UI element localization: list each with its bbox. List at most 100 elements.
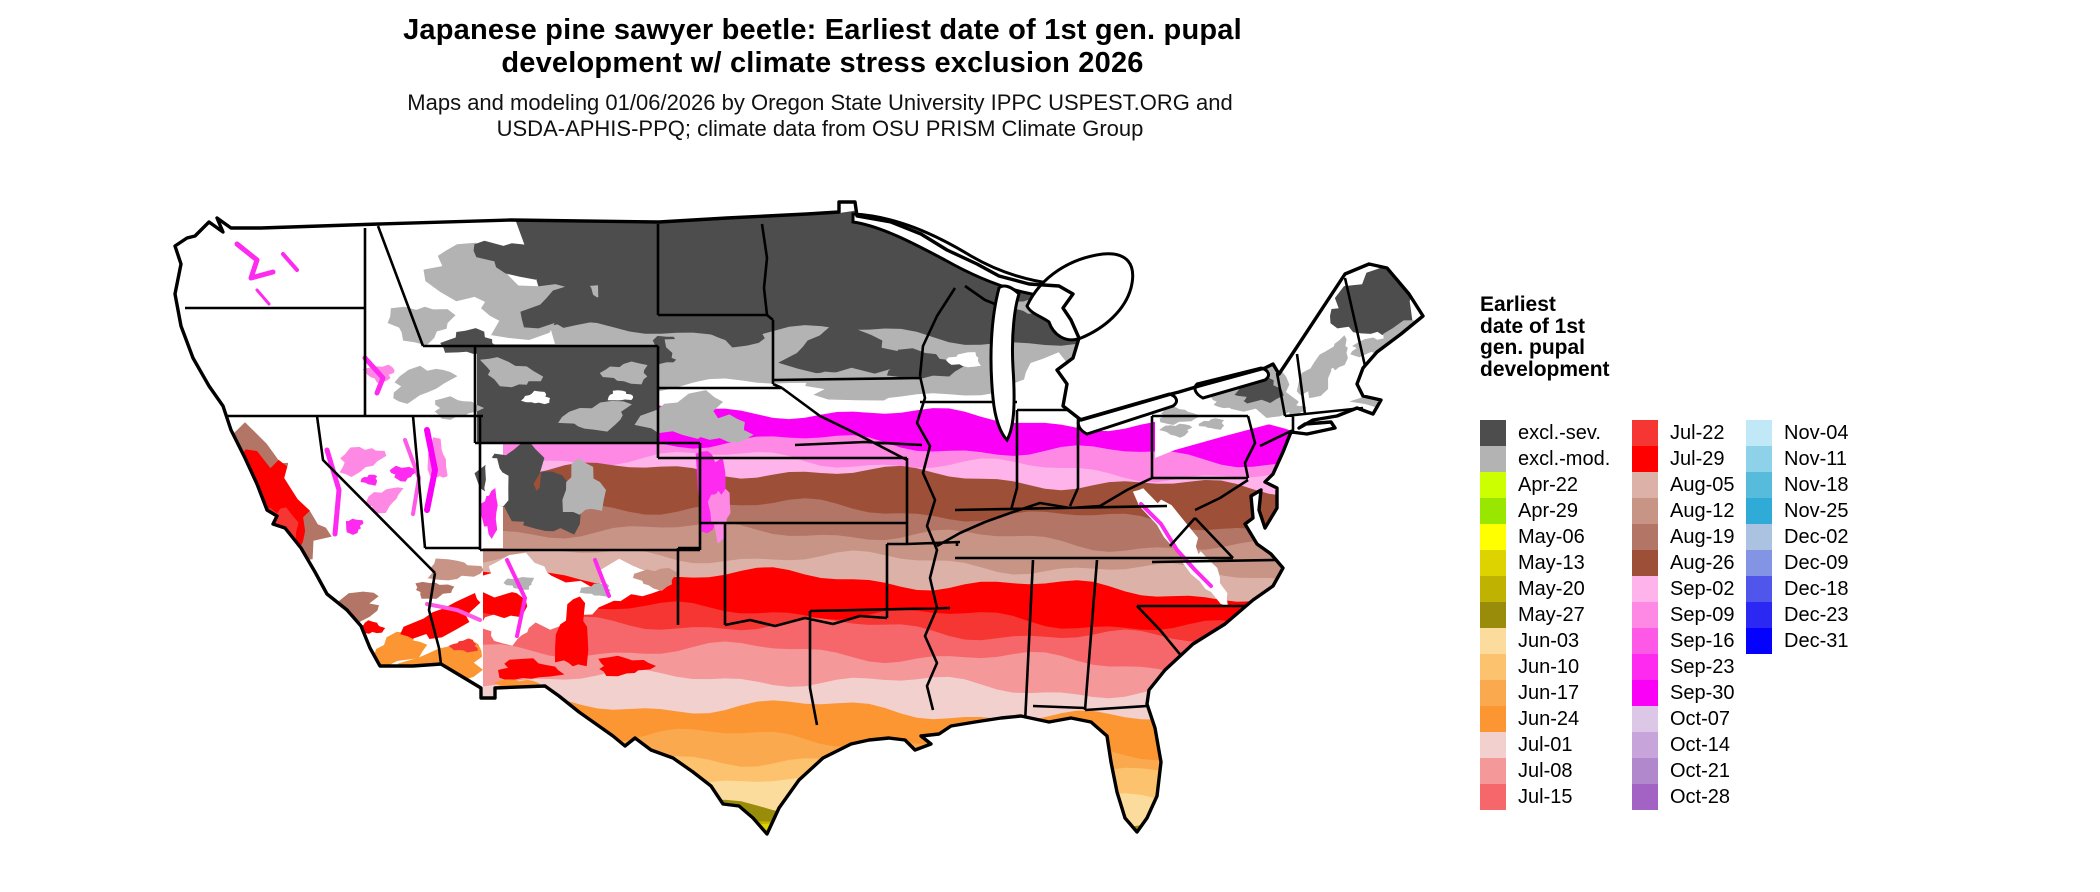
legend-swatch	[1480, 498, 1506, 524]
legend-swatch	[1480, 550, 1506, 576]
legend-label: excl.-mod.	[1518, 448, 1611, 470]
legend-label: Dec-23	[1784, 604, 1849, 626]
legend-swatch	[1632, 758, 1658, 784]
legend-label: Apr-22	[1518, 474, 1579, 496]
legend-label: excl.-sev.	[1518, 422, 1601, 444]
legend-label: Sep-02	[1670, 578, 1735, 600]
legend-label: Dec-18	[1784, 578, 1849, 600]
legend-swatch	[1480, 524, 1506, 550]
great-lake	[989, 284, 1021, 443]
legend-swatch	[1480, 680, 1506, 706]
title-line-1: Japanese pine sawyer beetle: Earliest da…	[403, 14, 1242, 46]
page-subtitle: Maps and modeling 01/06/2026 by Oregon S…	[0, 90, 1640, 142]
legend-label: Jul-22	[1670, 422, 1725, 444]
legend-swatch	[1746, 602, 1772, 628]
legend-row: Dec-18	[1746, 576, 1848, 602]
legend-row: Aug-12	[1632, 498, 1735, 524]
legend-label: Oct-07	[1670, 708, 1731, 730]
legend-swatch	[1480, 420, 1506, 446]
legend-swatch	[1632, 446, 1658, 472]
title-line-2: development w/ climate stress exclusion …	[501, 47, 1144, 79]
legend-column-1: excl.-sev. excl.-mod. Apr-22 Apr-29 May-06 Ma…	[1480, 420, 1610, 810]
legend-label: Jul-01	[1518, 734, 1573, 756]
legend-swatch	[1746, 420, 1772, 446]
legend-row: Dec-02	[1746, 524, 1848, 550]
legend-label: Aug-26	[1670, 552, 1735, 574]
legend-column-3: Nov-04 Nov-11 Nov-18 Nov-25 Dec-02 Dec-09 Dec-…	[1746, 420, 1848, 654]
legend-row: May-13	[1480, 550, 1610, 576]
subtitle-line-1: Maps and modeling 01/06/2026 by Oregon S…	[407, 90, 1233, 115]
legend-label: May-27	[1518, 604, 1585, 626]
legend-column-2: Jul-22 Jul-29 Aug-05 Aug-12 Aug-19 Aug-26 Sep-…	[1632, 420, 1735, 810]
legend-label: Dec-09	[1784, 552, 1849, 574]
legend-swatch	[1480, 706, 1506, 732]
legend-swatch	[1632, 628, 1658, 654]
legend-swatch	[1480, 576, 1506, 602]
legend-label: Jun-17	[1518, 682, 1580, 704]
legend-label: Nov-11	[1784, 448, 1847, 470]
legend-swatch	[1480, 654, 1506, 680]
legend-label: Nov-25	[1784, 500, 1849, 522]
legend-swatch	[1746, 550, 1772, 576]
legend-title-line: development	[1480, 357, 1610, 381]
legend-swatch	[1632, 706, 1658, 732]
legend-row: Apr-22	[1480, 472, 1610, 498]
legend-label: Oct-14	[1670, 734, 1731, 756]
legend-swatch	[1480, 446, 1506, 472]
legend-row: Oct-28	[1632, 784, 1735, 810]
legend-label: Oct-28	[1670, 786, 1731, 808]
legend-swatch	[1746, 472, 1772, 498]
conus-outline	[173, 200, 1425, 836]
legend-row: Jul-01	[1480, 732, 1610, 758]
legend-swatch	[1632, 602, 1658, 628]
legend-row: May-27	[1480, 602, 1610, 628]
legend-row: May-20	[1480, 576, 1610, 602]
state-borders	[179, 223, 1367, 726]
legend-label: Apr-29	[1518, 500, 1579, 522]
legend-row: May-06	[1480, 524, 1610, 550]
legend-row: Jun-24	[1480, 706, 1610, 732]
legend-title-line: Earliest	[1480, 293, 1556, 316]
legend-row: Aug-19	[1632, 524, 1735, 550]
legend-swatch	[1632, 732, 1658, 758]
legend-label: Aug-05	[1670, 474, 1735, 496]
legend-row: Jul-15	[1480, 784, 1610, 810]
legend-swatch	[1480, 602, 1506, 628]
legend-row: Apr-29	[1480, 498, 1610, 524]
legend-swatch	[1746, 498, 1772, 524]
great-lake	[1076, 392, 1178, 436]
legend-row: Oct-07	[1632, 706, 1735, 732]
legend-label: Aug-19	[1670, 526, 1735, 548]
legend-row: Nov-11	[1746, 446, 1848, 472]
legend-label: Jul-08	[1518, 760, 1573, 782]
legend-label: Jul-15	[1518, 786, 1573, 808]
legend-swatch	[1632, 420, 1658, 446]
legend-row: Jun-03	[1480, 628, 1610, 654]
legend-label: Sep-30	[1670, 682, 1735, 704]
legend-row: Aug-26	[1632, 550, 1735, 576]
legend-title-line: gen. pupal	[1480, 336, 1585, 359]
legend-title-line: date of 1st	[1480, 314, 1586, 338]
legend-label: Sep-16	[1670, 630, 1735, 652]
legend-swatch	[1746, 628, 1772, 654]
legend-row: Sep-16	[1632, 628, 1735, 654]
legend-row: Aug-05	[1632, 472, 1735, 498]
legend-row: Oct-14	[1632, 732, 1735, 758]
legend-swatch	[1746, 446, 1772, 472]
legend-swatch	[1480, 628, 1506, 654]
legend-label: Dec-31	[1784, 630, 1849, 652]
legend-row: Jun-10	[1480, 654, 1610, 680]
great-lake	[1025, 252, 1135, 342]
legend-row: Dec-31	[1746, 628, 1848, 654]
legend-swatch	[1632, 472, 1658, 498]
legend-row: excl.-sev.	[1480, 420, 1610, 446]
legend-label: Sep-23	[1670, 656, 1735, 678]
legend-row: Jun-17	[1480, 680, 1610, 706]
legend-label: Jun-10	[1518, 656, 1580, 678]
legend-swatch	[1632, 524, 1658, 550]
legend-row: Nov-18	[1746, 472, 1848, 498]
legend-row: Jul-22	[1632, 420, 1735, 446]
legend-row: excl.-mod.	[1480, 446, 1610, 472]
legend-swatch	[1480, 732, 1506, 758]
